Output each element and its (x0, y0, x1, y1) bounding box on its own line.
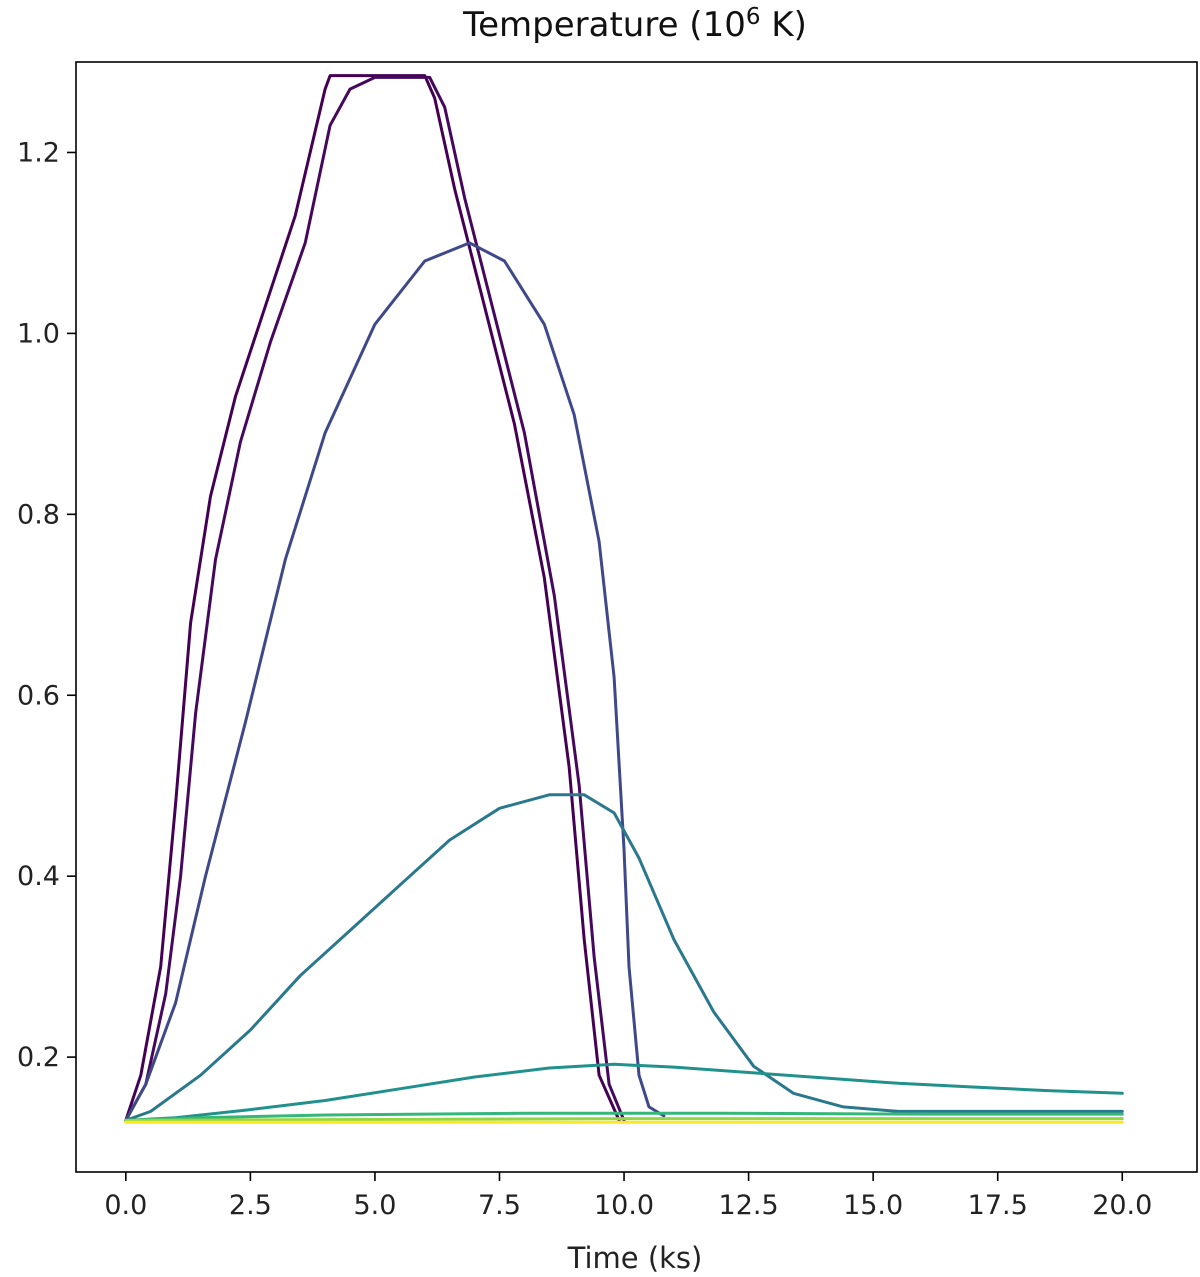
y-tick-label: 0.8 (17, 499, 60, 530)
y-tick-label: 0.4 (17, 861, 60, 892)
series-line-7 (124, 1117, 1124, 1122)
x-axis-label: Time (ks) (567, 1241, 703, 1275)
x-tick-label: 2.5 (229, 1190, 272, 1221)
y-tick-label: 0.6 (17, 680, 60, 711)
series-line-5 (124, 1062, 1124, 1122)
y-axis: 0.2 0.4 0.6 0.8 1.0 1.2 (17, 137, 76, 1073)
x-tick-label: 0.0 (104, 1190, 147, 1221)
series-line-4 (124, 793, 1124, 1122)
chart-title: Temperature (106 K) (462, 4, 807, 45)
x-tick-label: 5.0 (353, 1190, 396, 1221)
x-tick-label: 7.5 (478, 1190, 521, 1221)
x-tick-label: 20.0 (1092, 1190, 1152, 1221)
x-tick-label: 12.5 (719, 1190, 779, 1221)
plot-frame (75, 61, 1198, 1173)
x-axis: 0.0 2.5 5.0 7.5 10.0 12.5 15.0 17.5 20.0 (104, 1172, 1152, 1221)
series-line-6 (124, 1111, 1124, 1122)
series-lines (124, 74, 1124, 1124)
y-tick-label: 1.0 (17, 318, 60, 349)
x-tick-label: 15.0 (843, 1190, 903, 1221)
y-tick-label: 0.2 (17, 1042, 60, 1073)
series-line-1 (124, 74, 621, 1122)
x-tick-label: 17.5 (968, 1190, 1028, 1221)
series-line-2 (124, 75, 626, 1122)
series-line-3 (124, 241, 666, 1122)
y-tick-label: 1.2 (17, 137, 60, 168)
x-tick-label: 10.0 (594, 1190, 654, 1221)
